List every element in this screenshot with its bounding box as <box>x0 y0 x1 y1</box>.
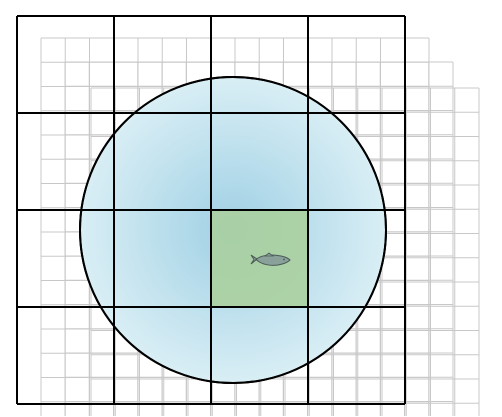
sampling-circle-outline <box>79 76 387 384</box>
fish-icon <box>250 252 291 266</box>
main-grid <box>16 15 406 405</box>
